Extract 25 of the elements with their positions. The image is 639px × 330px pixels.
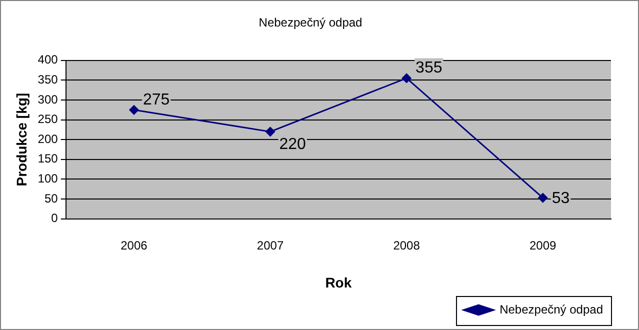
legend-label: Nebezpečný odpad [500,302,604,316]
x-tick-label: 2006 [120,238,148,252]
x-axis-title: Rok [325,274,352,290]
point [129,105,139,115]
y-tick-label: 200 [38,132,58,146]
y-tick-label: 0 [51,211,58,226]
x-tick-label: 2007 [256,238,284,252]
point [538,193,548,203]
x-tick-label: 2009 [530,238,557,252]
y-tick-label: 50 [44,191,58,206]
y-axis-title: Produkce [kg] [13,92,30,186]
chart-title: Nebezpečný odpad [258,16,362,30]
data-label: 220 [279,136,306,154]
y-tick-label: 150 [38,152,58,166]
y-tick-label: 350 [38,72,58,87]
y-tick-label: 300 [38,92,58,106]
data-label: 275 [142,91,170,108]
data-label: 53 [552,190,570,208]
point [266,126,276,136]
y-tick-label: 100 [38,172,58,186]
data-label: 355 [416,60,442,77]
y-tick-label: 400 [38,52,58,67]
x-tick-label: 2008 [393,238,420,252]
point [402,73,412,83]
y-tick-label: 250 [38,112,58,126]
